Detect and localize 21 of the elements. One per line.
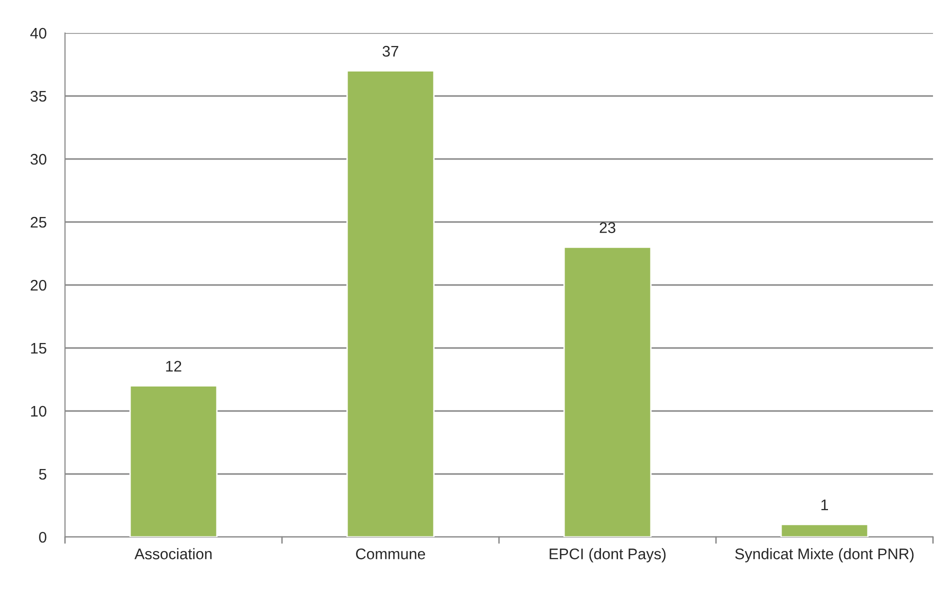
x-tick-label: EPCI (dont Pays) — [550, 548, 666, 562]
data-label: 1 — [821, 500, 828, 510]
y-tick-label: 0 — [39, 532, 46, 543]
y-tick-label: 40 — [30, 28, 46, 39]
x-tick-label: Association — [134, 548, 212, 560]
bar — [129, 385, 218, 537]
y-tick-label: 10 — [31, 406, 46, 417]
x-tick-label: Syndicat Mixte (dont PNR) — [735, 548, 914, 562]
y-tick-label: 15 — [31, 343, 46, 354]
data-label: 12 — [166, 360, 182, 372]
data-label: 37 — [382, 46, 398, 57]
bar — [563, 246, 652, 537]
data-label: 23 — [600, 222, 616, 234]
y-tick-label: 35 — [30, 90, 46, 102]
bar — [346, 70, 435, 537]
y-tick-label: 25 — [30, 216, 46, 228]
y-tick-label: 20 — [30, 280, 46, 291]
y-tick-label: 30 — [30, 154, 46, 165]
y-tick-label: 5 — [39, 469, 46, 480]
x-tick-label: Commune — [356, 548, 426, 560]
bar — [780, 524, 869, 537]
